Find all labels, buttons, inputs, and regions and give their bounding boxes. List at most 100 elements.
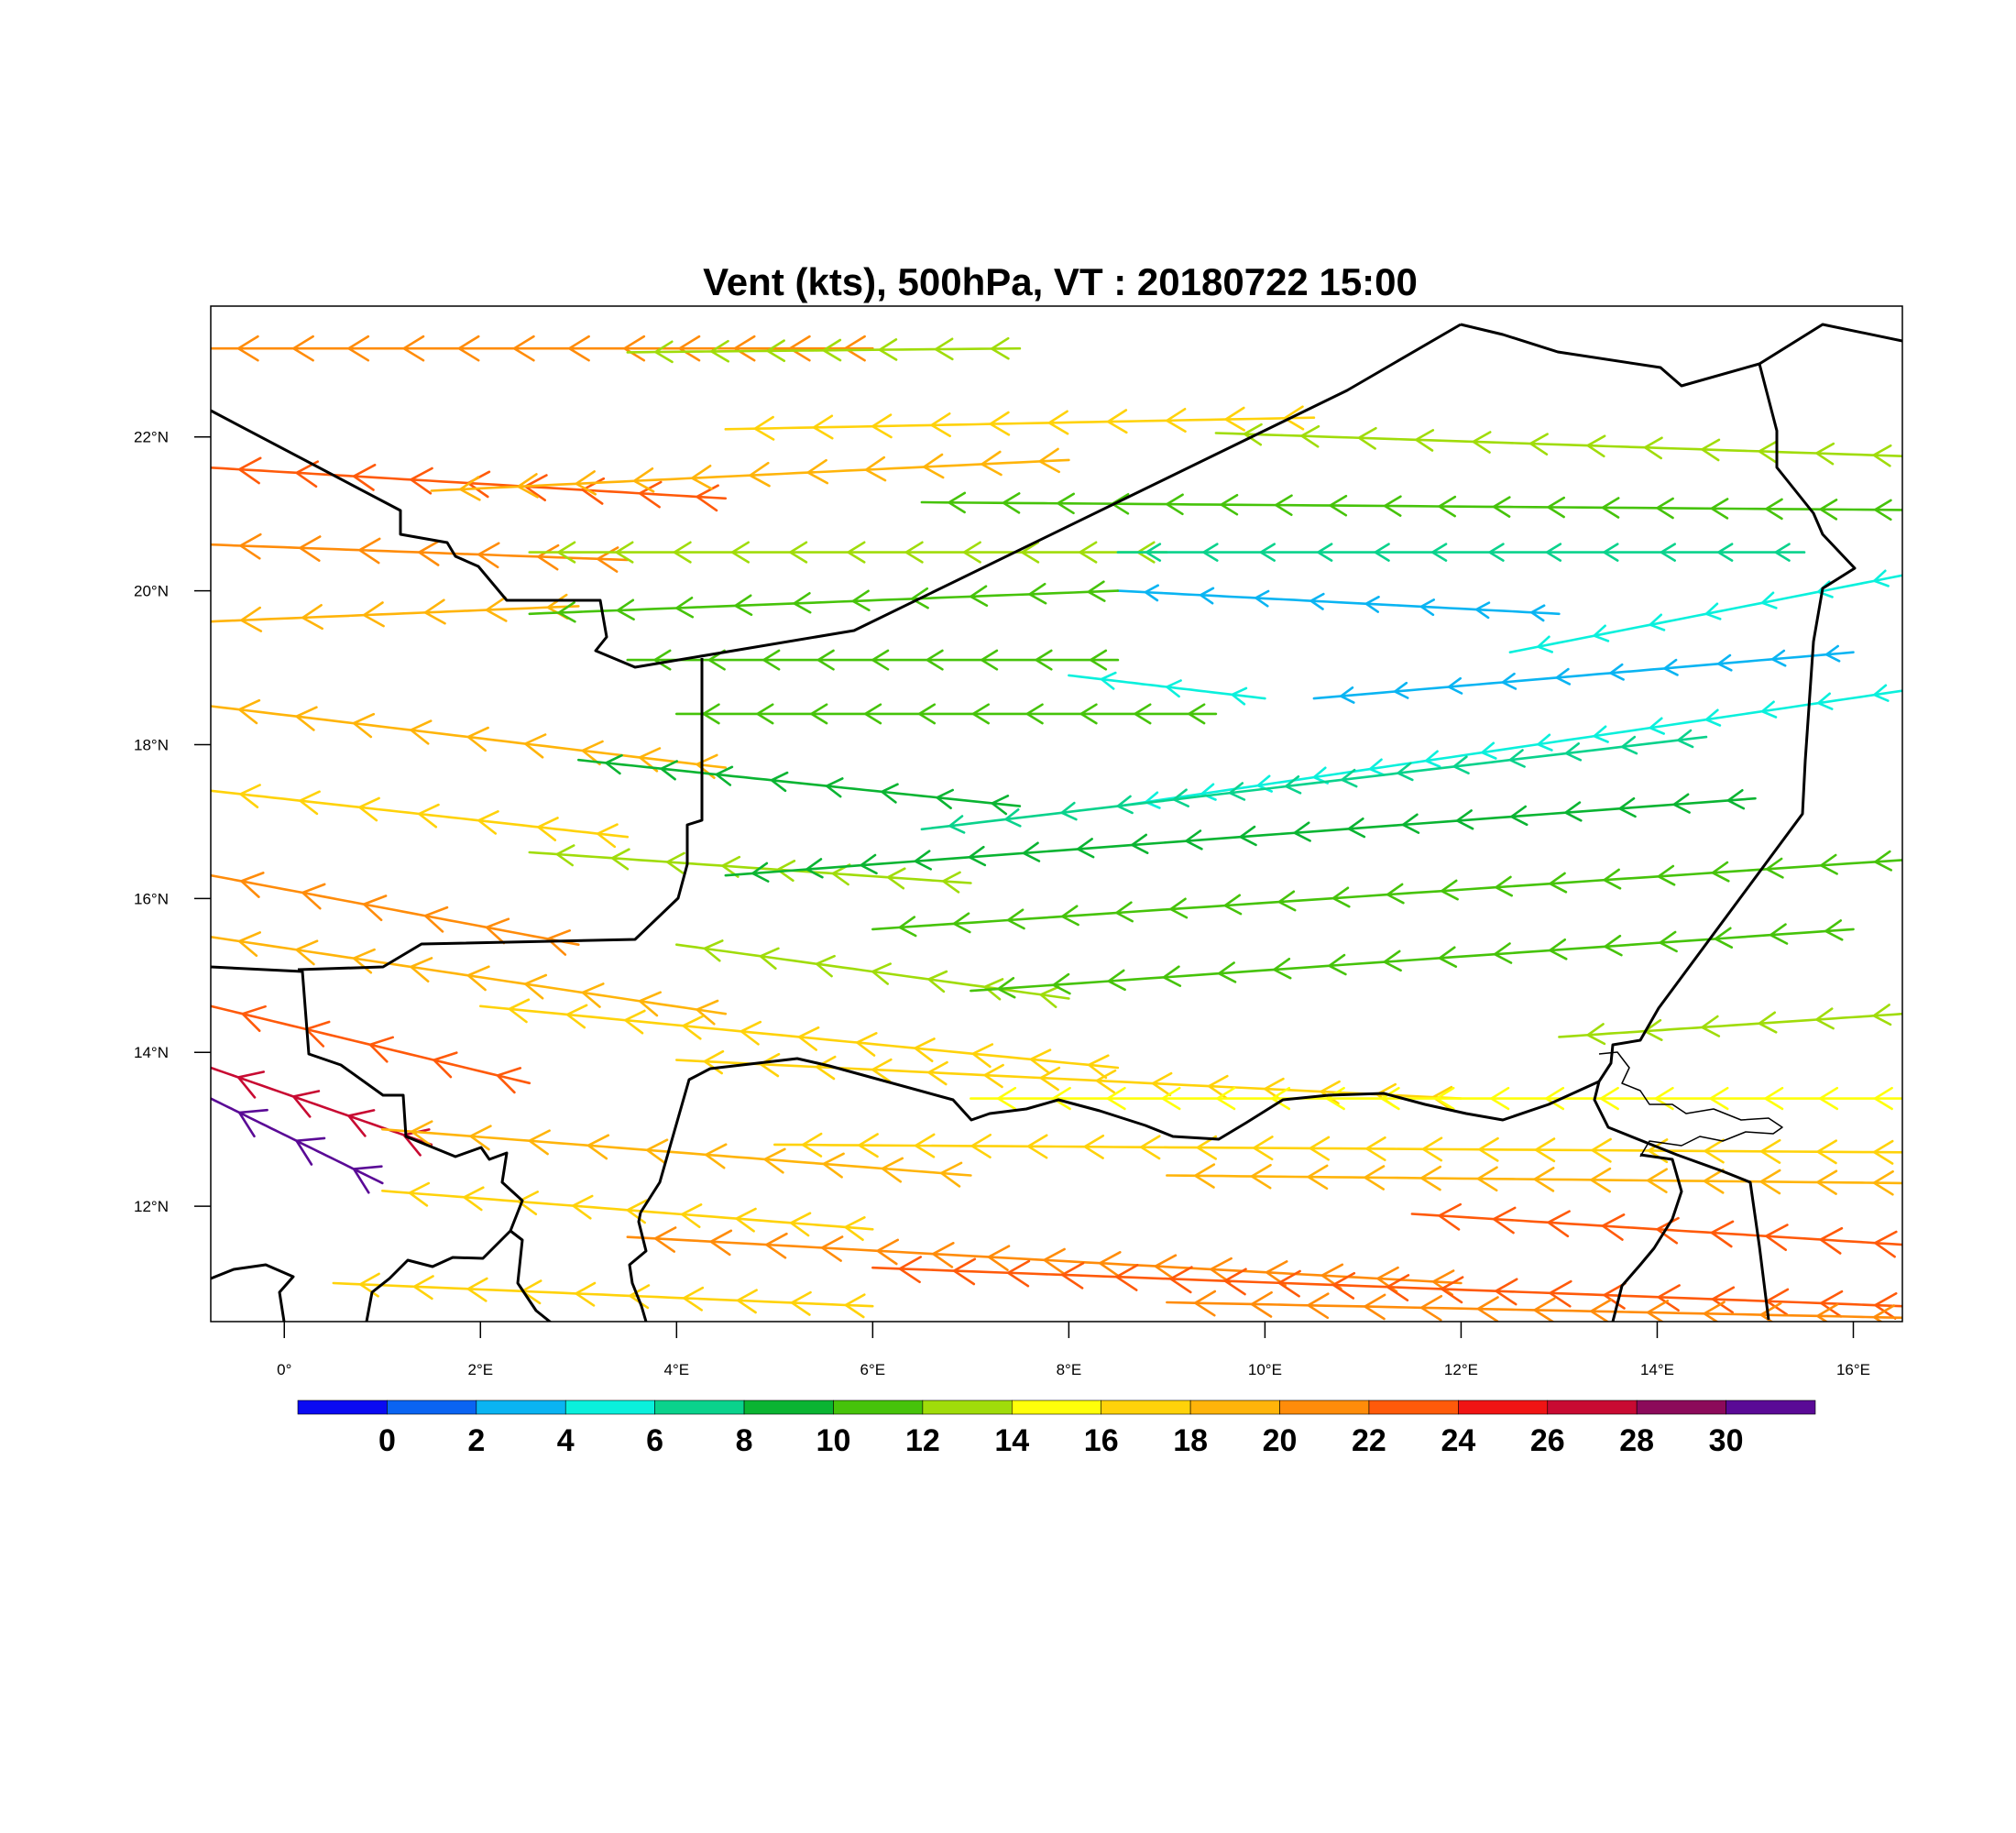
wind-stream: [675, 939, 1070, 1008]
border-lake-chad: [1598, 1051, 1783, 1158]
wind-barb-feathers: [409, 1120, 963, 1188]
lon-tick-label: 12°E: [1444, 1361, 1478, 1378]
wind-stream: [1116, 584, 1561, 622]
wind-stream: [211, 1004, 531, 1094]
border-benin: [509, 1229, 553, 1322]
wind-stream: [1116, 543, 1806, 562]
wind-stream: [1410, 1202, 1902, 1258]
colorbar-swatch: [564, 1399, 655, 1415]
wind-barb-feathers: [236, 335, 866, 362]
wind-barb-feathers: [236, 931, 719, 1026]
wind-barbs-layer: [211, 335, 1902, 1322]
wind-barb-feathers: [652, 1226, 1455, 1296]
wind-stream: [577, 753, 1022, 816]
wind-barb-feathers: [897, 850, 1892, 938]
border-burkina: [211, 965, 524, 1322]
wind-barb-feathers: [507, 998, 1110, 1080]
wind-stream-line: [1558, 1012, 1902, 1038]
colorbar-label: 10: [816, 1423, 851, 1458]
wind-stream: [626, 336, 1022, 364]
lon-tick-label: 4°E: [664, 1361, 690, 1378]
colorbar-label: 26: [1530, 1423, 1565, 1458]
country-borders: [211, 323, 1902, 1322]
wind-stream: [528, 844, 972, 894]
wind-barb-feathers: [555, 541, 1156, 564]
border-nigeria-cameroon: [1593, 1081, 1770, 1321]
wind-barb-feathers: [1242, 423, 1892, 467]
wind-stream-line: [528, 851, 972, 884]
colorbar-swatch: [1279, 1399, 1370, 1415]
colorbar-label: 14: [994, 1423, 1029, 1458]
colorbar-swatch: [743, 1399, 834, 1415]
wind-stream: [724, 405, 1316, 441]
colorbar-label: 22: [1352, 1423, 1386, 1458]
wind-stream: [1508, 569, 1902, 653]
lat-tick-label: 22°N: [134, 429, 169, 446]
wind-stream-line: [675, 1059, 1463, 1100]
wind-stream-line: [332, 1281, 874, 1308]
border-libya-chad: [1597, 363, 1857, 1082]
wind-barb-feathers: [752, 405, 1305, 441]
wind-barb-feathers: [236, 1070, 431, 1157]
colorbar-label: 18: [1173, 1423, 1208, 1458]
wind-stream: [1558, 1004, 1902, 1046]
lat-tick-label: 16°N: [134, 890, 169, 907]
wind-stream: [211, 1097, 384, 1194]
wind-stream: [211, 698, 728, 779]
wind-barb-feathers: [1338, 644, 1841, 704]
wind-stream-line: [1312, 651, 1855, 700]
wind-stream-line: [773, 1143, 1902, 1154]
wind-stream: [430, 447, 1070, 501]
wind-stream: [211, 931, 728, 1026]
wind-stream: [970, 1086, 1902, 1111]
wind-barb-feathers: [1099, 671, 1248, 706]
wind-stream: [381, 1120, 972, 1188]
colorbar-label: 28: [1619, 1423, 1654, 1458]
wind-stream: [528, 580, 1120, 623]
wind-barb-feathers: [652, 649, 1108, 671]
wind-stream: [479, 998, 1120, 1080]
wind-stream: [920, 491, 1902, 521]
colorbar-label: 6: [646, 1423, 663, 1458]
wind-barb-feathers: [554, 844, 961, 894]
wind-stream: [1166, 1290, 1902, 1322]
wind-stream: [211, 784, 630, 849]
wind-stream: [773, 1132, 1902, 1165]
colorbar-label: 30: [1709, 1423, 1744, 1458]
wind-barb-feathers: [1536, 569, 1890, 653]
border-benin-nigeria: [628, 1212, 648, 1322]
colorbar-label: 2: [467, 1423, 485, 1458]
wind-stream-line: [528, 589, 1120, 616]
wind-stream-line: [577, 758, 1022, 807]
wind-stream-line: [970, 927, 1855, 993]
colorbar-swatch: [922, 1399, 1013, 1415]
wind-barb-feathers: [750, 789, 1746, 883]
wind-barb-feathers: [1192, 1163, 1894, 1196]
border-niger-nigeria: [639, 1057, 1600, 1213]
wind-stream: [1068, 671, 1266, 706]
wind-stream: [871, 1256, 1902, 1320]
wind-stream-line: [920, 500, 1902, 511]
lon-tick-label: 6°E: [860, 1361, 886, 1378]
wind-barb-feathers: [236, 1108, 383, 1194]
wind-stream: [675, 703, 1218, 725]
wind-barb-feathers: [238, 872, 571, 956]
plot-frame: [210, 305, 1903, 1323]
wind-stream-line: [1214, 432, 1902, 457]
colorbar-swatch: [1458, 1399, 1549, 1415]
page-title: Vent (kts), 500hPa, VT : 20180722 15:00: [703, 260, 1418, 303]
border-mali-niger: [297, 658, 704, 971]
colorbar-swatch: [1636, 1399, 1726, 1415]
colorbar-swatch: [1368, 1399, 1459, 1415]
wind-stream: [1214, 423, 1902, 467]
lon-tick-label: 2°E: [467, 1361, 493, 1378]
colorbar-swatch: [1101, 1399, 1191, 1415]
wind-barb-feathers: [407, 1181, 866, 1241]
wind-stream: [211, 593, 580, 632]
wind-barb-feathers: [457, 447, 1060, 501]
lon-tick-label: 16°E: [1836, 1361, 1870, 1378]
wind-barb-feathers: [996, 919, 1844, 999]
wind-stream: [724, 789, 1757, 883]
